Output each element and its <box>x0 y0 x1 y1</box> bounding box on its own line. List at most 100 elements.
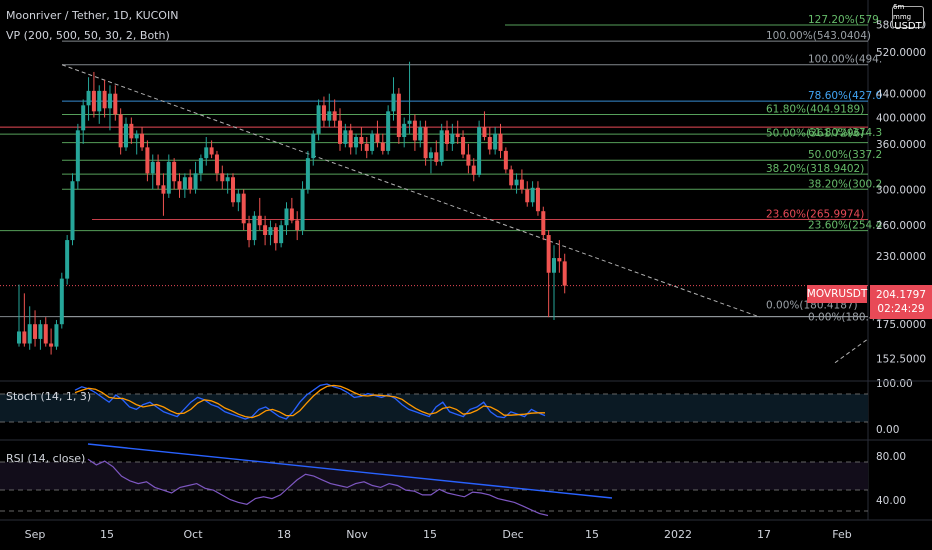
candle-body <box>81 105 86 131</box>
rsi-band <box>0 462 868 490</box>
candle-body <box>386 111 391 151</box>
candle-body <box>145 147 150 174</box>
candle-body <box>562 261 567 286</box>
candle-body <box>514 179 519 186</box>
fib-level-label: 38.20%(318.9402) <box>766 163 864 175</box>
candle-body <box>466 154 471 166</box>
time-tick-label: 15 <box>423 528 437 541</box>
price-tick-label: 520.0000 <box>876 47 926 59</box>
stoch-tick-label: 100.00 <box>876 378 913 390</box>
candle-body <box>54 324 59 347</box>
time-tick-label: Feb <box>832 528 851 541</box>
candle-body <box>220 173 225 182</box>
candle-body <box>172 161 177 182</box>
stoch-tick-label: 0.00 <box>876 424 899 436</box>
volume-profile-legend[interactable]: VP (200, 500, 50, 30, 2, Both) <box>6 29 170 42</box>
rsi-trend-line <box>87 443 613 499</box>
candle-body <box>295 220 300 231</box>
candle-body <box>493 133 498 150</box>
candle-body <box>134 133 139 139</box>
candle-body <box>86 90 91 106</box>
last-price: 204.1797 <box>875 289 927 301</box>
candle-body <box>140 133 145 148</box>
candle-body <box>129 123 134 139</box>
candle-body <box>65 240 70 279</box>
candle-body <box>33 324 38 339</box>
candle-body <box>107 93 112 109</box>
candle-body <box>423 127 428 159</box>
candle-body <box>482 127 487 138</box>
rsi-legend[interactable]: RSI (14, close) <box>6 452 86 465</box>
candle-body <box>412 120 417 141</box>
candle-body <box>348 130 353 148</box>
candle-body <box>231 177 235 203</box>
candle-body <box>300 189 305 231</box>
candle-body <box>445 130 449 144</box>
candle-body <box>43 324 48 344</box>
candle-body <box>434 152 439 162</box>
price-tick-label: 230.0000 <box>876 251 926 263</box>
candle-body <box>477 127 482 175</box>
fib-level-label: 78.60%(427.0 <box>808 90 882 102</box>
price-tick-label: 400.0000 <box>876 113 926 125</box>
time-tick-label: Sep <box>25 528 46 541</box>
candle-body <box>27 324 32 344</box>
candle-body <box>354 137 359 148</box>
candle-body <box>407 120 412 124</box>
candle-body <box>332 111 337 121</box>
candle-body <box>113 93 118 115</box>
fib-level-label: 50.00%(337.2 <box>808 149 882 161</box>
candle-body <box>124 123 128 148</box>
fib-level-label: 38.20%(300.2 <box>808 178 882 190</box>
candle-body <box>525 189 530 203</box>
candle-body <box>263 225 268 236</box>
candle-body <box>471 165 476 175</box>
candle-body <box>257 215 262 226</box>
rsi-line <box>87 458 549 517</box>
fib-level-label: 100.00%(543.0404) <box>766 30 871 42</box>
candle-body <box>546 235 551 273</box>
currency-button[interactable]: 6m mmg USDT <box>892 3 924 32</box>
candle-body <box>519 179 524 190</box>
currency-label: USDT <box>894 21 922 32</box>
fib-level-label: 100.00%(494. <box>808 54 882 66</box>
price-tick-label: 300.0000 <box>876 184 926 196</box>
fib-level-label: 61.80%(404.9189) <box>766 103 864 115</box>
price-tick-label: 152.5000 <box>876 354 926 366</box>
candle-body <box>305 158 310 190</box>
candle-body <box>316 105 321 134</box>
fib-level-label: 0.00%(180.41 <box>808 312 882 324</box>
candle-body <box>161 185 166 194</box>
candle-body <box>370 133 375 151</box>
time-tick-label: 18 <box>277 528 291 541</box>
time-tick-label: Nov <box>346 528 368 541</box>
candle-body <box>418 127 423 141</box>
candle-body <box>182 177 187 190</box>
fib-level-label: 23.60%(254.4 <box>808 220 883 232</box>
candle-body <box>552 258 556 273</box>
candle-body <box>380 142 385 151</box>
candle-body <box>49 343 54 347</box>
stoch-legend[interactable]: Stoch (14, 1, 3) <box>6 390 92 403</box>
stoch-band <box>0 394 868 422</box>
candle-body <box>375 133 380 143</box>
time-tick-label: 15 <box>100 528 114 541</box>
candle-body <box>22 331 27 344</box>
rsi-tick-label: 80.00 <box>876 451 906 463</box>
candle-body <box>402 123 407 138</box>
trend-line <box>61 64 761 318</box>
candle-body <box>118 114 123 148</box>
candle-body <box>97 90 102 112</box>
fib-level-label: 23.60%(265.9974) <box>766 209 864 221</box>
candle-body <box>225 177 230 182</box>
candle-body <box>535 187 540 212</box>
candle-body <box>396 93 401 138</box>
candle-body <box>391 93 396 112</box>
candle-body <box>193 173 198 190</box>
candle-body <box>214 154 219 174</box>
candle-body <box>91 90 96 112</box>
candle-body <box>439 130 444 162</box>
candle-body <box>252 215 257 241</box>
candle-body <box>209 147 214 155</box>
